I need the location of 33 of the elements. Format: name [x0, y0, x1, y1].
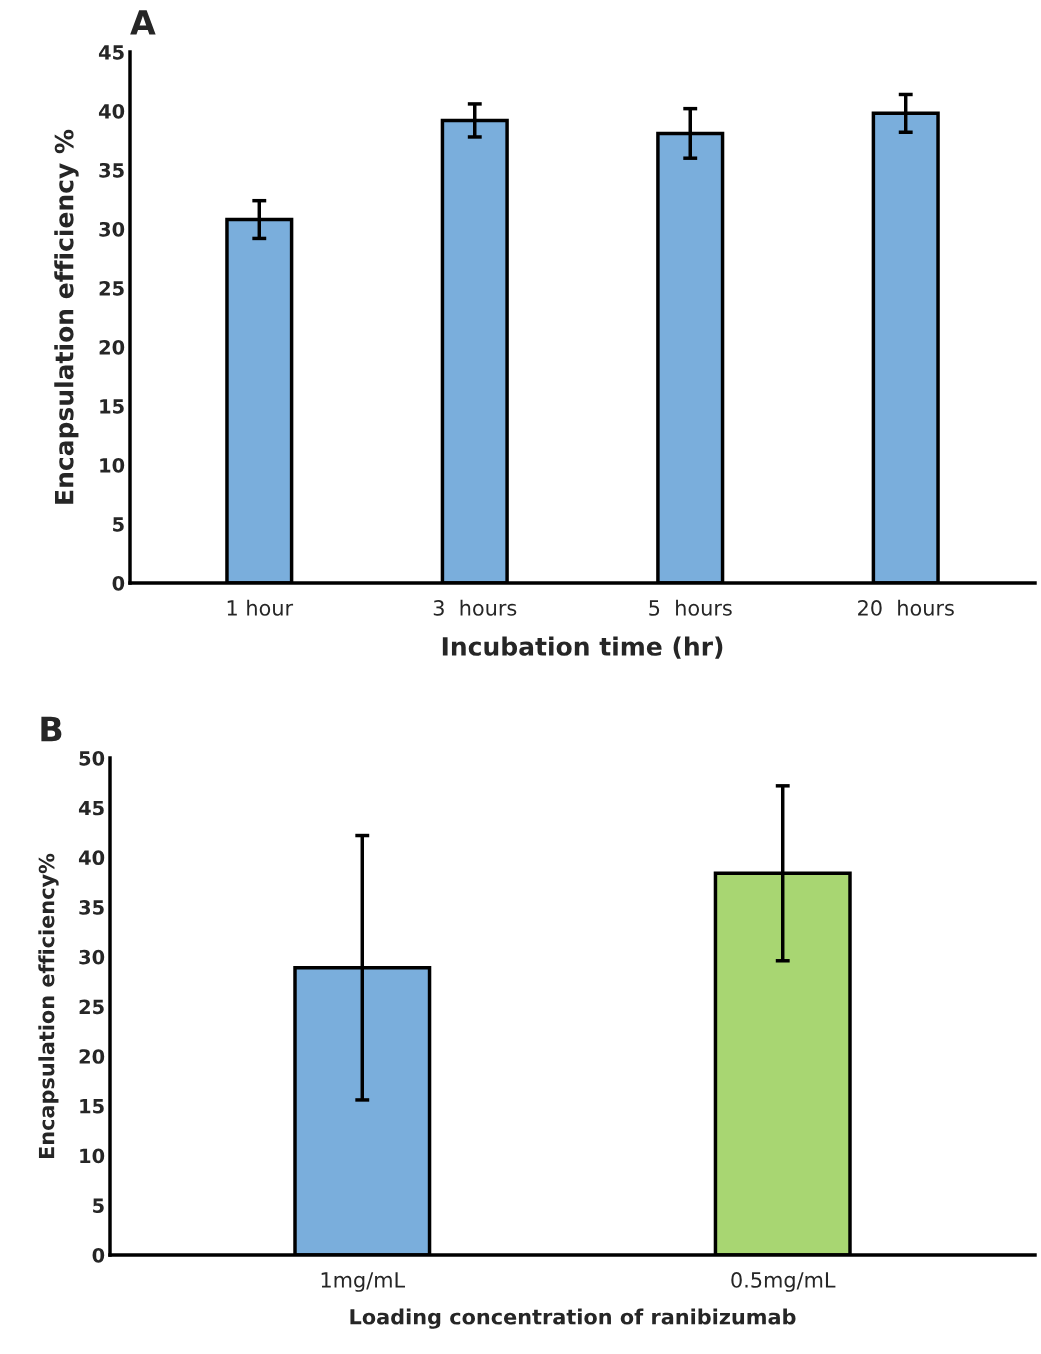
y-tick-label: 25 [79, 999, 104, 1015]
x-tick-label: 1mg/mL [321, 1272, 406, 1292]
x-tick-label: 20 hours [858, 599, 954, 616]
y-tick-label: 45 [98, 45, 124, 60]
x-tick-label: 0.5mg/mL [731, 1272, 836, 1292]
y-tick-label: 20 [79, 1049, 105, 1064]
x-axis-title: Loading concentration of ranibizumab [350, 1308, 796, 1329]
y-tick-label: 25 [99, 280, 124, 296]
y-tick-label: 50 [79, 750, 105, 766]
y-tick-label: 35 [99, 162, 124, 178]
y-tick-label: 10 [100, 457, 125, 473]
y-axis-title: Encapsulation efficiency% [38, 853, 59, 1159]
y-tick-label: 30 [99, 221, 125, 237]
y-tick-label: 30 [79, 949, 105, 965]
y-tick-label: 10 [80, 1148, 105, 1164]
x-tick-label: 5 hours [649, 599, 732, 616]
x-tick-label: 1 hour [227, 599, 294, 616]
y-axis-title: Encapsulation efficiency % [54, 129, 79, 504]
y-tick-label: 20 [99, 339, 125, 355]
x-axis-title: Incubation time (hr) [442, 636, 723, 659]
y-tick-label: 15 [100, 399, 124, 414]
text: A [130, 10, 156, 35]
y-tick-label: 15 [80, 1099, 104, 1114]
y-tick-label: 35 [79, 900, 104, 915]
y-tick-label: 0 [112, 575, 125, 591]
y-tick-label: 5 [113, 517, 124, 532]
y-tick-label: 40 [98, 103, 125, 119]
y-tick-label: 45 [78, 800, 104, 816]
y-tick-label: 40 [78, 850, 105, 866]
y-tick-label: 0 [92, 1247, 105, 1263]
y-tick-label: 5 [93, 1198, 104, 1213]
text: B [41, 716, 62, 742]
x-tick-label: 3 hours [433, 599, 517, 616]
